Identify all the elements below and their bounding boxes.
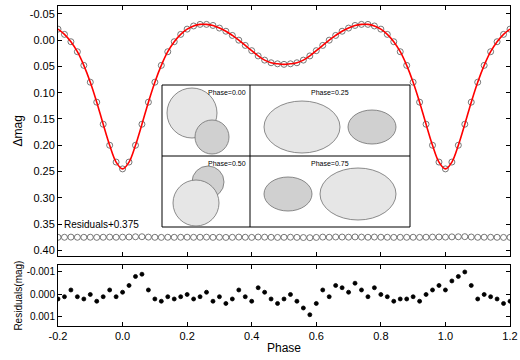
svg-text:1.0: 1.0 bbox=[438, 330, 453, 342]
svg-text:Residuals(mag): Residuals(mag) bbox=[13, 261, 24, 331]
svg-text:Δmag: Δmag bbox=[11, 115, 25, 146]
svg-text:0.05: 0.05 bbox=[33, 60, 54, 72]
svg-text:0.30: 0.30 bbox=[33, 192, 54, 204]
svg-text:Phase: Phase bbox=[267, 341, 301, 355]
svg-text:0.000: 0.000 bbox=[30, 289, 55, 300]
svg-text:0.0: 0.0 bbox=[115, 330, 130, 342]
svg-text:Phase=0.50: Phase=0.50 bbox=[208, 160, 246, 167]
svg-text:0.4: 0.4 bbox=[244, 330, 259, 342]
svg-text:-0.001: -0.001 bbox=[27, 266, 56, 277]
svg-text:0.10: 0.10 bbox=[33, 87, 54, 99]
svg-text:0.001: 0.001 bbox=[30, 311, 55, 322]
svg-text:0.20: 0.20 bbox=[33, 139, 54, 151]
svg-text:0.8: 0.8 bbox=[373, 330, 388, 342]
svg-text:Residuals+0.375: Residuals+0.375 bbox=[64, 219, 139, 230]
svg-text:Phase=0.25: Phase=0.25 bbox=[311, 89, 349, 96]
svg-text:-0.05: -0.05 bbox=[30, 8, 55, 20]
svg-text:0.25: 0.25 bbox=[33, 165, 54, 177]
svg-text:0.00: 0.00 bbox=[33, 34, 54, 46]
svg-text:0.2: 0.2 bbox=[179, 330, 194, 342]
svg-text:0.6: 0.6 bbox=[309, 330, 324, 342]
svg-text:Phase=0.75: Phase=0.75 bbox=[311, 160, 349, 167]
svg-text:0.35: 0.35 bbox=[33, 218, 54, 230]
svg-text:Phase=0.00: Phase=0.00 bbox=[208, 89, 246, 96]
svg-text:1.2: 1.2 bbox=[502, 330, 517, 342]
svg-text:-0.2: -0.2 bbox=[49, 330, 68, 342]
svg-text:0.15: 0.15 bbox=[33, 113, 54, 125]
svg-text:0.40: 0.40 bbox=[33, 244, 54, 256]
